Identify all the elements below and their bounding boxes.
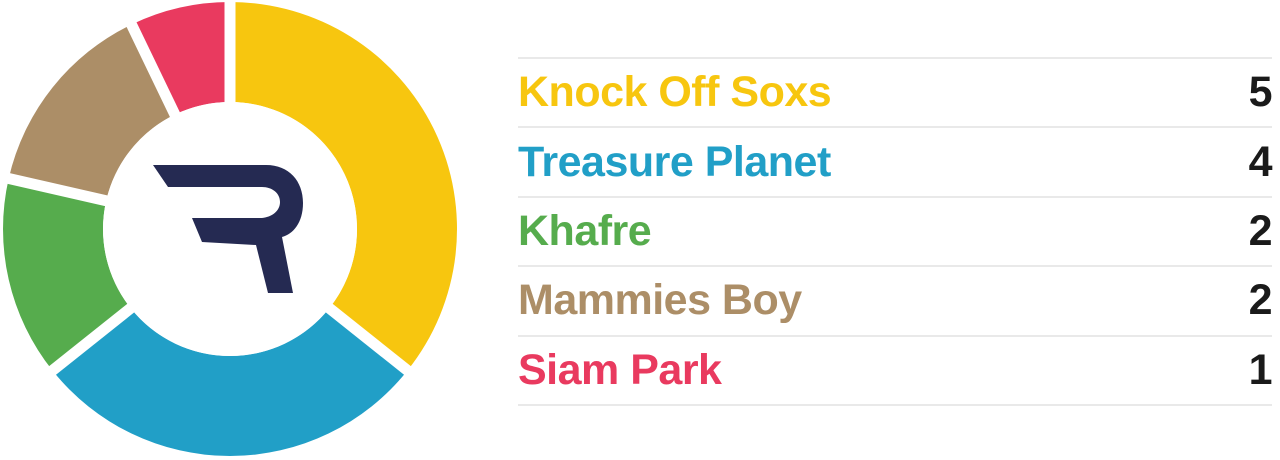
donut-segment-mammies-boy: [8, 24, 175, 201]
legend-label: Khafre: [518, 206, 652, 255]
legend-row: Siam Park 1: [518, 337, 1273, 406]
donut-segment-knock-off-soxs: [230, 2, 457, 371]
legend-value: 5: [1248, 68, 1273, 117]
legend-row: Khafre 2: [518, 198, 1273, 268]
legend-row: Treasure Planet 4: [518, 128, 1273, 198]
legend-row: Knock Off Soxs 5: [518, 59, 1273, 129]
legend-label: Siam Park: [518, 345, 722, 394]
brand-logo-r-icon: [153, 165, 303, 293]
donut-segment-khafre: [3, 178, 131, 371]
donut-segment-siam-park: [131, 2, 230, 115]
donut-chart-svg: [0, 0, 457, 456]
legend-row: Mammies Boy 2: [518, 267, 1273, 337]
legend-value: 2: [1248, 276, 1273, 325]
legend-label: Treasure Planet: [518, 137, 831, 186]
legend-value: 1: [1248, 345, 1273, 394]
legend-value: 2: [1248, 206, 1273, 255]
legend-label: Knock Off Soxs: [518, 68, 832, 117]
donut-chart: [0, 0, 460, 460]
chart-legend: Knock Off Soxs 5 Treasure Planet 4 Khafr…: [518, 57, 1273, 406]
donut-segment-treasure-planet: [52, 308, 408, 456]
legend-label: Mammies Boy: [518, 276, 802, 325]
legend-value: 4: [1248, 137, 1273, 186]
